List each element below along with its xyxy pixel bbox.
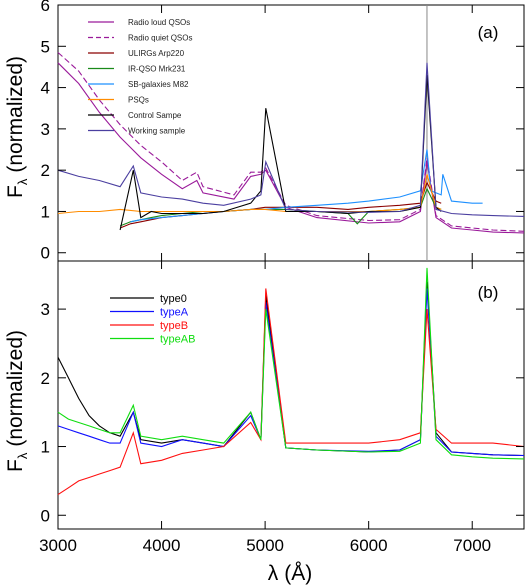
panel-a-ylabel-rest: (normalized) [4,56,27,173]
xtick-label-4: 7000 [453,536,491,555]
svg-text:Fλ(normalized): Fλ (normalized) [4,56,30,198]
panel-b-label: (b) [478,283,499,302]
ytick-label-b-3: 3 [41,300,50,319]
panel-a-ylabel: Fλ (normalized) [4,56,30,198]
xtick-label-0: 3000 [39,536,77,555]
xtick-label-3: 6000 [350,536,388,555]
panel-a-series-layer [57,5,525,261]
series-line-a-6 [119,75,442,231]
legend-label-a-4: SB-galaxies M82 [128,80,189,89]
legend-label-b-2: typeB [160,320,188,332]
legend-label-a-0: Radio loud QSOs [128,18,190,27]
ytick-label-a-3: 3 [41,120,50,139]
series-line-b-0 [57,281,525,457]
legend-label-a-3: IR-QSO Mrk231 [128,65,186,74]
x-axis-title: λ (Å) [268,562,313,585]
series-line-a-7 [57,62,525,217]
series-line-a-4 [130,149,483,223]
series-line-b-2 [57,288,525,496]
legend-label-b-1: typeA [160,307,189,319]
ytick-label-a-1: 1 [41,202,50,221]
ytick-label-a-6: 6 [41,0,50,15]
ytick-label-a-4: 4 [41,79,50,98]
ytick-label-b-2: 2 [41,369,50,388]
ytick-label-a-0: 0 [41,244,50,263]
panel-b-series-layer [57,267,525,496]
xtick-label-2: 5000 [246,536,284,555]
panel-a-ylabel-sub: λ [15,178,30,185]
panel-a-label: (a) [478,23,499,42]
series-line-a-2 [119,181,442,229]
legend-label-b-0: type0 [160,293,187,305]
ticks-layer: 0 1 2 3 4 5 6 0 1 2 3 3000 4000 5000 6000 7000 [39,0,524,555]
ytick-label-a-5: 5 [41,37,50,56]
series-line-b-3 [57,267,525,460]
ytick-label-a-2: 2 [41,161,50,180]
panel-b-ylabel-sub: λ [15,452,30,459]
legend-label-a-7: Working sample [128,127,186,136]
legend-label-a-2: ULIRGs Arp220 [128,49,185,58]
panel-b-ylabel-main: F [4,459,27,472]
panel-b-ylabel: Fλ (normalized) [4,330,30,472]
series-line-a-5 [57,174,442,215]
x-axis-title-unit: (Å) [284,562,312,585]
ytick-label-b-0: 0 [41,506,50,525]
panel-b-frame [57,260,525,530]
panel-b-ylabel-rest: (normalized) [4,330,27,447]
series-line-a-1 [57,52,525,232]
series-line-b-1 [57,288,525,457]
legend-label-b-3: typeAB [160,334,195,346]
legend-label-a-5: PSQs [128,96,149,105]
panel-a-ylabel-main: F [4,185,27,198]
svg-text:Fλ(normalized): Fλ (normalized) [4,330,30,472]
xtick-label-1: 4000 [143,536,181,555]
legend-label-a-1: Radio quiet QSOs [128,34,192,43]
legend-label-a-6: Control Sampe [128,111,182,120]
series-line-a-0 [57,62,525,234]
panel-a-legend: Radio loud QSOs Radio quiet QSOs ULIRGs Ar… [88,18,192,136]
x-axis-title-main: λ [268,562,279,585]
ytick-label-b-1: 1 [41,438,50,457]
